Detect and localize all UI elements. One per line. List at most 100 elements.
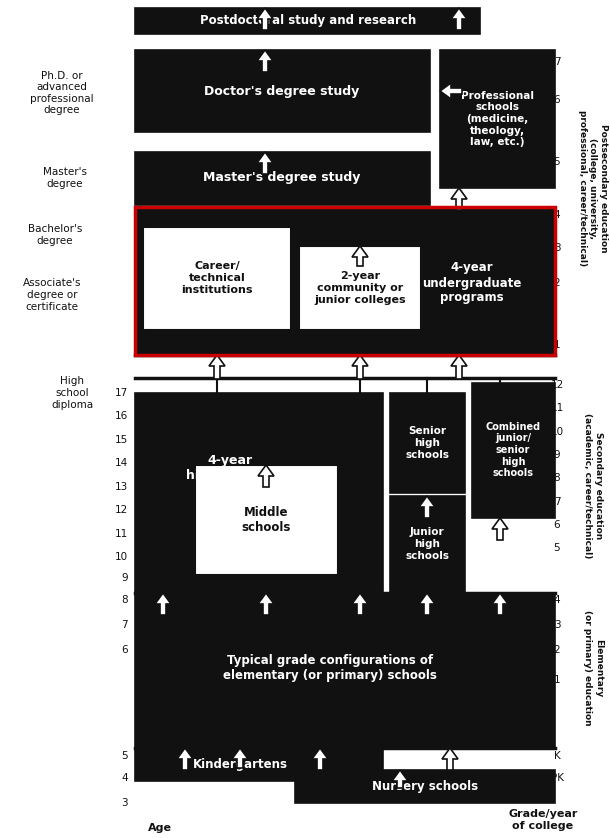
Text: 2: 2 [554,645,561,655]
Text: 6: 6 [554,95,561,105]
Text: 8: 8 [121,595,128,605]
Text: Doctor's degree study: Doctor's degree study [204,85,360,97]
Text: Career/
technical
institutions: Career/ technical institutions [181,261,253,295]
Polygon shape [352,593,368,615]
Text: Postdoctoral study and research: Postdoctoral study and research [200,14,416,28]
Text: 3: 3 [554,243,561,253]
Polygon shape [352,246,368,266]
Bar [135,393,383,593]
Text: 6: 6 [121,645,128,655]
Text: 16: 16 [115,411,128,421]
Polygon shape [451,188,467,210]
Text: 3: 3 [121,798,128,808]
Text: 5: 5 [554,157,561,167]
Text: Master's degree study: Master's degree study [203,172,361,184]
Text: 7: 7 [554,497,561,507]
Text: 1: 1 [554,675,561,685]
Bar [440,50,555,188]
Bar [299,246,421,330]
Text: Postsecondary education
(college, university,
professional, career/technical): Postsecondary education (college, univer… [578,110,608,266]
Bar [135,207,555,355]
Text: Combined
junior/
senior
high
schools: Combined junior/ senior high schools [486,422,540,478]
Bar [135,8,480,34]
Polygon shape [312,748,328,770]
Polygon shape [451,8,467,30]
Text: 9: 9 [554,450,561,460]
Bar [135,50,430,132]
Text: 10: 10 [115,552,128,562]
Text: High
school
diploma: High school diploma [51,376,93,410]
Text: 9: 9 [121,573,128,583]
Polygon shape [442,748,458,770]
Text: 4: 4 [554,210,561,220]
Text: 5: 5 [554,543,561,553]
Text: Nursery schools: Nursery schools [372,779,478,793]
Text: Junior
high
schools: Junior high schools [405,527,449,561]
Text: 4: 4 [121,773,128,783]
Polygon shape [419,496,435,518]
Polygon shape [451,355,467,379]
Bar [390,496,465,593]
Bar [135,207,555,355]
Polygon shape [492,593,508,615]
Text: 11: 11 [115,529,128,539]
Text: Age: Age [148,823,172,833]
Text: Professional
schools
(medicine,
theology,
law, etc.): Professional schools (medicine, theology… [461,91,534,147]
Text: 8: 8 [554,473,561,483]
Text: 17: 17 [115,388,128,398]
Polygon shape [209,355,225,379]
Text: 5: 5 [121,751,128,761]
Bar [195,465,338,575]
Polygon shape [440,83,462,99]
Polygon shape [232,748,248,768]
Text: 12: 12 [115,505,128,515]
Polygon shape [419,593,435,615]
Text: 4-year
undergraduate
programs: 4-year undergraduate programs [422,261,522,304]
Text: 7: 7 [121,620,128,630]
Text: 6: 6 [554,520,561,530]
Bar [472,383,555,518]
Polygon shape [257,8,273,30]
Polygon shape [257,152,273,174]
Text: Master's
degree: Master's degree [43,168,87,189]
Text: 10: 10 [550,427,564,437]
Text: PK: PK [550,773,564,783]
Polygon shape [352,355,368,379]
Bar [295,770,555,803]
Text: Middle
schools: Middle schools [242,506,291,534]
Polygon shape [177,748,193,770]
Text: 12: 12 [550,380,564,390]
Polygon shape [492,518,508,540]
Text: 2: 2 [554,278,561,288]
Polygon shape [155,593,171,615]
Text: 1: 1 [554,340,561,350]
Bar [135,748,383,781]
Text: K: K [554,751,561,761]
Polygon shape [258,465,274,487]
Text: Kindergartens: Kindergartens [193,758,287,770]
Text: 11: 11 [550,403,564,413]
Polygon shape [257,50,273,72]
Text: Senior
high
schools: Senior high schools [405,427,449,459]
Polygon shape [258,593,274,615]
Text: Associate's
degree or
certificate: Associate's degree or certificate [23,278,81,312]
Text: Elementary
(or primary) education: Elementary (or primary) education [583,610,603,726]
Text: 4-year
high schools: 4-year high schools [187,454,274,482]
Text: Grade/year
of college: Grade/year of college [508,810,578,830]
Text: Ph.D. or
advanced
professional
degree: Ph.D. or advanced professional degree [30,70,94,116]
Bar [135,593,555,748]
Text: 15: 15 [115,435,128,445]
Bar [135,152,430,205]
Text: Bachelor's
degree: Bachelor's degree [28,225,82,246]
Text: Secondary education
(academic, career/technical): Secondary education (academic, career/te… [583,413,603,559]
Polygon shape [392,770,408,788]
Text: 2-year
community or
junior colleges: 2-year community or junior colleges [314,272,406,304]
Text: 7: 7 [554,57,561,67]
Text: Typical grade configurations of
elementary (or primary) schools: Typical grade configurations of elementa… [223,654,437,682]
Text: 4: 4 [554,595,561,605]
Text: 3: 3 [554,620,561,630]
Bar [390,393,465,493]
Bar [143,227,291,330]
Text: 13: 13 [115,482,128,492]
Text: 14: 14 [115,458,128,468]
